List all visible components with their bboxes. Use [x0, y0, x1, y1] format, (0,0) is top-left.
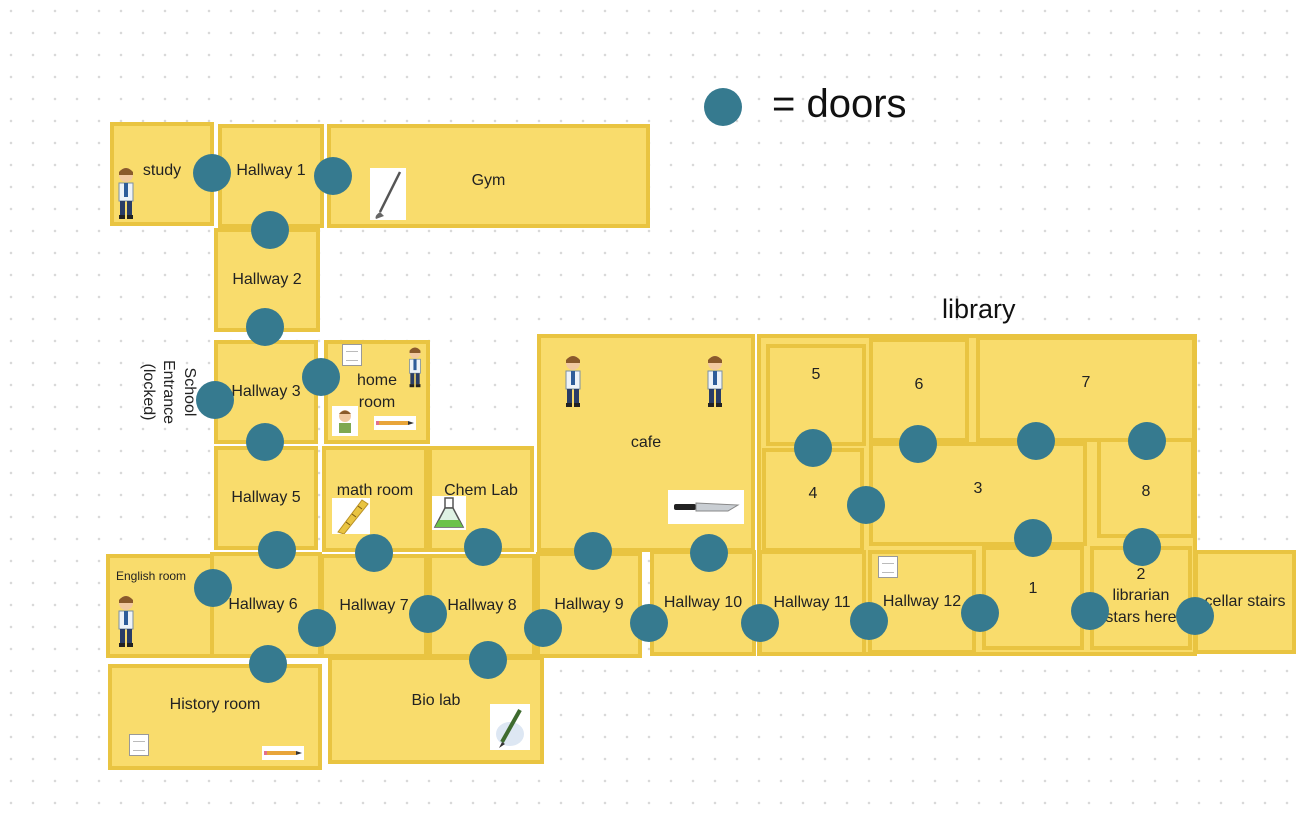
room-label: 2 librarian stars here: [1105, 565, 1177, 626]
door-study-hallway1[interactable]: [193, 154, 231, 192]
student-icon: [114, 166, 138, 220]
door-cafe-hallway10[interactable]: [690, 534, 728, 572]
room-label: History room: [169, 696, 261, 714]
note-icon: [129, 734, 149, 756]
room-hallway-11[interactable]: Hallway 11: [758, 550, 866, 656]
door-hallway7-hallway8[interactable]: [409, 595, 447, 633]
legend-label: = doors: [772, 82, 907, 126]
room-label: Gym: [471, 172, 506, 189]
room-label: Hallway 6: [228, 596, 298, 614]
door-hallway2-hallway3[interactable]: [246, 308, 284, 346]
door-library4-library3[interactable]: [847, 486, 885, 524]
room-cafe[interactable]: cafe: [537, 334, 755, 552]
door-hallway6-history[interactable]: [249, 645, 287, 683]
door-hallway8-hallway9[interactable]: [524, 609, 562, 647]
door-hallway1-hallway2[interactable]: [251, 211, 289, 249]
note-icon: [342, 344, 362, 366]
pen-icon: [490, 704, 530, 750]
pencil-icon: [374, 416, 416, 430]
door-library3-library1[interactable]: [1014, 519, 1052, 557]
room-label: Hallway 11: [773, 594, 851, 612]
knife-icon: [668, 490, 744, 524]
room-label: Chem Lab: [444, 482, 518, 499]
door-school-entrance[interactable]: [196, 381, 234, 419]
door-hallway1-gym[interactable]: [314, 157, 352, 195]
room-label: cafe: [630, 434, 662, 452]
student-icon: [405, 346, 425, 388]
golf-club-icon: [370, 168, 406, 220]
room-label: cellar stairs: [1204, 593, 1286, 611]
flask-icon: [432, 496, 466, 530]
door-library7-library3[interactable]: [1017, 422, 1055, 460]
door-hallway9-hallway10[interactable]: [630, 604, 668, 642]
room-label: 5: [811, 366, 821, 383]
door-english-hallway6[interactable]: [194, 569, 232, 607]
door-library5-library4[interactable]: [794, 429, 832, 467]
room-label: English room: [116, 569, 187, 583]
legend-door-icon: [704, 88, 742, 126]
ruler-icon: [332, 498, 370, 534]
room-label: home room: [356, 372, 398, 411]
door-hallway10-hallway11[interactable]: [741, 604, 779, 642]
room-label: Hallway 12: [882, 593, 962, 611]
room-label: 3: [973, 480, 983, 498]
door-hallway3-homeroom[interactable]: [302, 358, 340, 396]
room-label: Hallway 2: [232, 271, 302, 289]
door-library7-library8[interactable]: [1128, 422, 1166, 460]
library-title: library: [942, 294, 1016, 324]
door-cafe-hallway9[interactable]: [574, 532, 612, 570]
pencil-icon: [262, 746, 304, 760]
door-library1-library2[interactable]: [1071, 592, 1109, 630]
room-library-3[interactable]: 3: [869, 442, 1087, 546]
room-label: Hallway 1: [236, 162, 306, 179]
door-hallway5-hallway6[interactable]: [258, 531, 296, 569]
room-library-7[interactable]: 7: [976, 336, 1196, 442]
room-library-2[interactable]: 2 librarian stars here: [1090, 546, 1192, 650]
door-library8-library2[interactable]: [1123, 528, 1161, 566]
door-hallway6-hallway7[interactable]: [298, 609, 336, 647]
door-hallway8-biolab[interactable]: [469, 641, 507, 679]
room-library-1[interactable]: 1: [982, 546, 1084, 650]
room-label: 4: [808, 485, 818, 503]
room-label: Hallway 10: [663, 594, 743, 612]
student-icon: [114, 594, 138, 648]
room-label: 6: [914, 376, 924, 394]
door-library2-cellar[interactable]: [1176, 597, 1214, 635]
room-hallway-5[interactable]: Hallway 5: [214, 446, 318, 550]
room-label: Hallway 8: [447, 597, 517, 615]
student-icon: [703, 354, 727, 408]
room-label: Bio lab: [411, 692, 461, 710]
room-label: Hallway 5: [231, 489, 301, 507]
room-label: 7: [1081, 374, 1091, 392]
room-label: 8: [1141, 483, 1151, 501]
door-library6-library3[interactable]: [899, 425, 937, 463]
door-hallway3-hallway5[interactable]: [246, 423, 284, 461]
door-chemlab-hallway8[interactable]: [464, 528, 502, 566]
student-icon: [561, 354, 585, 408]
room-label: 1: [1028, 580, 1038, 598]
school-entrance-label: School Entrance (locked): [139, 359, 199, 425]
door-hallway12-library1[interactable]: [961, 594, 999, 632]
room-label: Hallway 3: [231, 383, 301, 401]
room-label: math room: [336, 482, 414, 499]
room-label: Hallway 7: [339, 597, 409, 615]
door-hallway11-hallway12[interactable]: [850, 602, 888, 640]
room-label: Hallway 9: [554, 596, 624, 614]
note-icon: [878, 556, 898, 578]
student-icon: [332, 406, 358, 436]
room-label: study: [142, 162, 182, 179]
door-mathroom-hallway7[interactable]: [355, 534, 393, 572]
room-cellar-stairs[interactable]: cellar stairs: [1194, 550, 1296, 654]
